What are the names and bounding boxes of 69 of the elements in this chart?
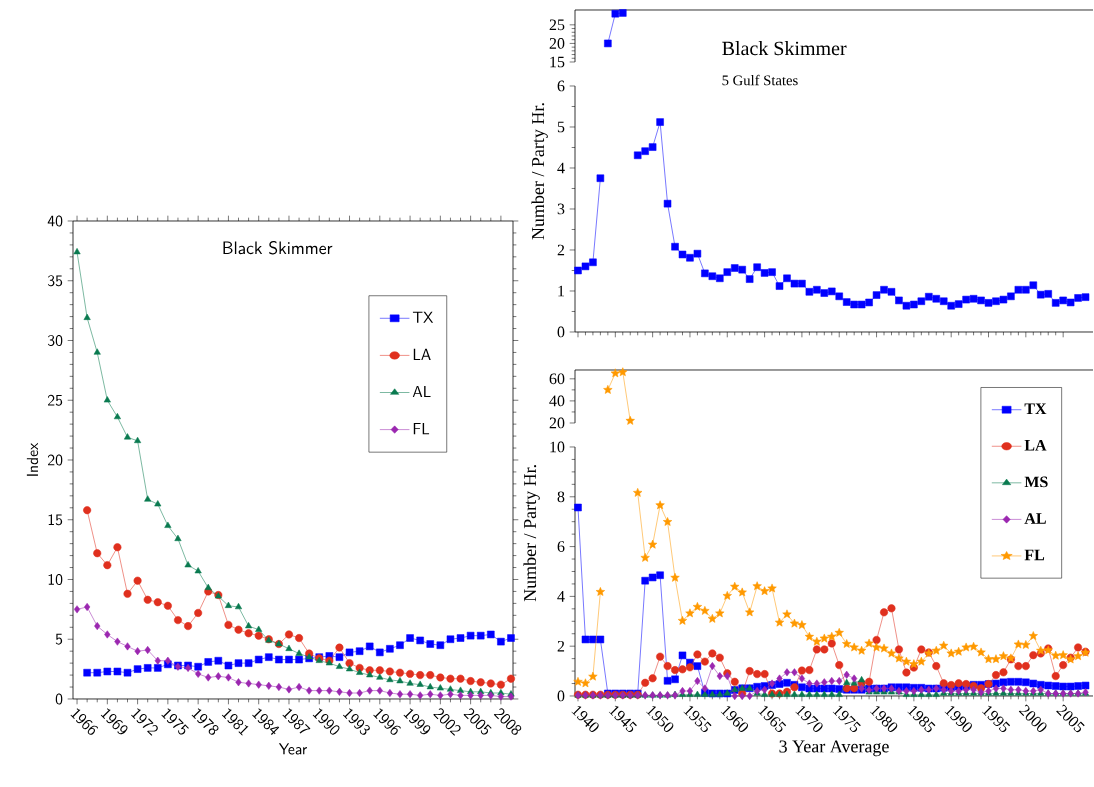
x-tick-label: 2008: [493, 708, 522, 735]
chart-title: Black Skimmer: [722, 41, 847, 56]
y-tick-label: 4: [557, 591, 565, 602]
y-tick-label: 20: [549, 38, 565, 49]
y-tick-label: 25: [549, 19, 565, 31]
x-tick-label: 1993: [342, 708, 370, 735]
y-tick-label: 6: [557, 80, 565, 92]
x-tick-label: 1985: [907, 705, 936, 733]
legend-label: MS: [1024, 476, 1048, 488]
x-axis-title: Year: [278, 743, 307, 755]
x-tick-label: 1940: [571, 705, 599, 732]
x-tick-label: 1987: [282, 708, 311, 734]
x-tick-label: 1945: [608, 705, 637, 733]
x-tick-label: 1955: [683, 705, 712, 733]
x-tick-label: 1975: [161, 708, 189, 735]
y-tick-label: 5: [557, 121, 565, 133]
y-tick-label: 10: [48, 573, 63, 586]
y-axis-title: Number / Party Hr.: [531, 103, 548, 240]
chart-subtitle: 5 Gulf States: [722, 74, 798, 86]
x-axis-title: 3 Year Average: [779, 740, 889, 757]
y-tick-label: 40: [47, 215, 63, 227]
y-tick-label: 15: [48, 514, 63, 526]
y-tick-label: 3: [557, 203, 565, 215]
y-tick-label: 20: [47, 454, 63, 466]
x-tick-label: 1960: [720, 705, 748, 732]
y-tick-label: 0: [55, 693, 63, 705]
y-tick-label: 35: [47, 275, 63, 287]
x-tick-label: 1995: [982, 705, 1011, 733]
y-tick-label: 40: [549, 395, 565, 407]
y-tick-label: 6: [557, 541, 565, 552]
y-tick-label: 8: [557, 491, 565, 503]
y-tick-label: 30: [47, 334, 63, 347]
x-tick-label: 1990: [312, 708, 340, 735]
x-tick-label: 1978: [191, 708, 219, 735]
x-tick-label: 1970: [795, 705, 823, 732]
legend-label: AL: [412, 385, 431, 398]
x-tick-label: 1966: [70, 708, 99, 735]
x-tick-label: 1990: [944, 705, 972, 732]
y-tick-label: 2: [557, 640, 565, 652]
x-tick-label: 1965: [758, 705, 787, 733]
y-tick-label: 5: [55, 633, 63, 645]
x-tick-label: 1950: [646, 705, 674, 732]
text: Black Skimmer: [223, 241, 333, 255]
y-axis-title: Index: [26, 442, 39, 476]
y-tick-label: 0: [557, 690, 565, 702]
y-tick-label: 10: [550, 441, 565, 453]
x-tick-label: 1980: [870, 705, 898, 732]
x-tick-label: 1969: [100, 708, 128, 735]
legend-label: AL: [1024, 513, 1046, 524]
x-tick-label: 1984: [252, 708, 280, 735]
x-tick-label: 1996: [373, 708, 401, 735]
x-tick-label: 2005: [463, 708, 492, 735]
y-tick-label: 2: [557, 244, 565, 256]
y-tick-label: 25: [47, 394, 63, 406]
y-tick-label: 15: [550, 56, 565, 68]
y-tick-label: 1: [558, 285, 565, 297]
legend-label: FL: [413, 423, 430, 435]
y-tick-label: 60: [549, 373, 565, 385]
y-tick-label: 4: [557, 162, 565, 174]
legend-label: FL: [1024, 549, 1045, 561]
x-tick-label: 1999: [403, 708, 431, 735]
y-tick-label: 20: [549, 417, 565, 429]
legend-label: TX: [1024, 403, 1047, 414]
y-axis-title: Number / Party Hr.: [523, 465, 540, 602]
x-tick-label: 1975: [832, 705, 861, 733]
legend-label: LA: [1024, 439, 1047, 451]
legend-label: LA: [413, 348, 431, 360]
y-tick-label: 0: [557, 326, 565, 338]
legend-label: TX: [412, 311, 434, 323]
